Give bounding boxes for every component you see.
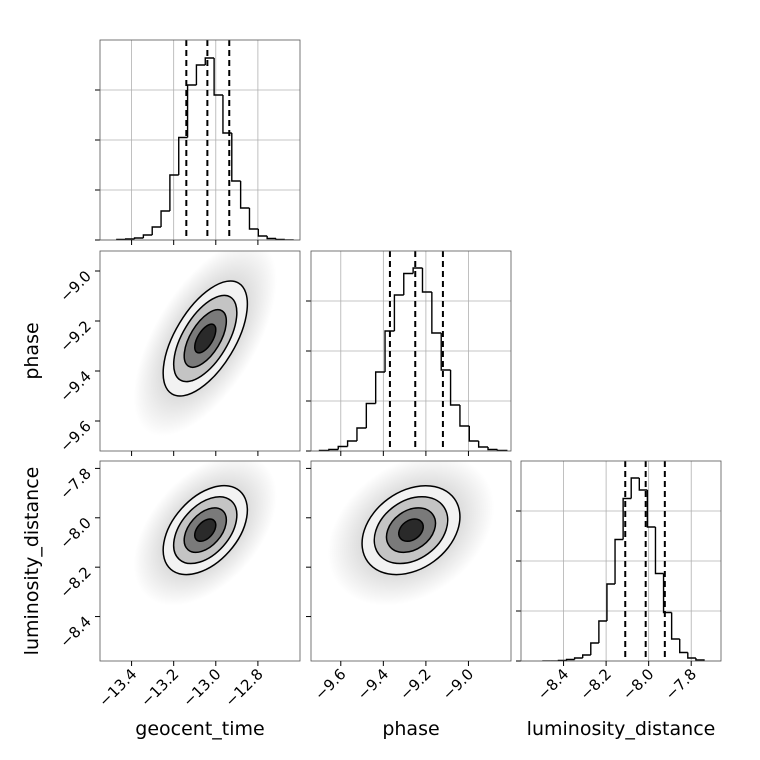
- x-axis-label: geocent_time: [135, 718, 264, 740]
- hist-bin: [487, 447, 498, 451]
- panel-frame: [520, 460, 722, 662]
- hist-bin: [573, 657, 583, 660]
- hist-bin: [328, 448, 339, 451]
- panel-frame: [310, 250, 512, 452]
- hist-bin: [151, 226, 162, 235]
- hist-bin: [477, 441, 489, 448]
- y-tick-label: −9.0: [56, 267, 94, 305]
- hist-bin: [638, 478, 648, 491]
- hist-bin: [346, 440, 357, 447]
- hist-bin: [337, 445, 348, 450]
- hist-bin: [374, 371, 386, 404]
- hist-bin: [266, 236, 276, 240]
- x-tick-label: −9.6: [311, 665, 349, 703]
- x-axis-label: phase: [382, 718, 439, 740]
- x-tick-label: −13.4: [95, 665, 140, 710]
- panel-frame: [99, 460, 301, 662]
- x-tick-label: −7.8: [662, 665, 700, 703]
- hist-bin: [124, 238, 135, 240]
- hist-bin: [160, 210, 170, 227]
- hist-bin: [222, 95, 232, 134]
- hist-bin: [365, 402, 376, 428]
- contour: [193, 518, 217, 542]
- hist-bin: [440, 333, 451, 371]
- x-tick-label: −13.2: [137, 665, 182, 710]
- contour: [398, 518, 424, 542]
- hist-bin: [239, 181, 250, 209]
- hist-bin: [133, 237, 144, 239]
- y-tick-label: −8.4: [56, 613, 94, 651]
- hist-bin: [169, 174, 179, 211]
- y-axis-label: luminosity_distance: [21, 467, 43, 656]
- hist-bin: [646, 490, 656, 528]
- hist-bin: [248, 208, 259, 230]
- hist-bin: [178, 136, 188, 175]
- y-tick-label: −8.0: [56, 514, 94, 552]
- hist-bin: [622, 497, 632, 540]
- hist-bin: [213, 58, 223, 96]
- y-tick-label: −7.8: [56, 465, 94, 503]
- hist-bin: [687, 652, 696, 659]
- density-panel: [133, 251, 277, 437]
- hist-bin: [204, 57, 215, 65]
- hist-bin: [257, 229, 268, 237]
- x-tick-label: −8.2: [576, 665, 614, 703]
- y-tick-label: −9.2: [56, 317, 94, 355]
- panel-frame: [99, 250, 301, 452]
- hist-bin: [590, 642, 599, 655]
- hist-bin: [654, 527, 664, 575]
- panel-frame: [310, 460, 512, 662]
- x-tick-label: −8.4: [534, 665, 572, 703]
- density-panel: [327, 461, 495, 606]
- hist-bin: [384, 330, 395, 372]
- panel-frame: [99, 39, 301, 241]
- hist-bin: [231, 133, 241, 182]
- x-tick-label: −13.0: [179, 665, 224, 710]
- hist-bin: [679, 639, 688, 654]
- y-tick-label: −9.4: [56, 367, 94, 405]
- hist-bin: [582, 654, 591, 658]
- hist-bin: [449, 370, 460, 406]
- y-tick-label: −8.2: [56, 563, 94, 601]
- y-tick-label: −9.6: [56, 417, 94, 455]
- x-tick-label: −9.4: [354, 665, 392, 703]
- hist-bin: [598, 620, 607, 643]
- hist-bin: [412, 267, 423, 274]
- hist-bin: [695, 658, 705, 661]
- y-axis-label: phase: [21, 322, 43, 379]
- hist-bin: [421, 268, 432, 293]
- hist-bin: [186, 84, 197, 138]
- x-tick-label: −12.8: [221, 665, 266, 710]
- density-panel: [133, 461, 277, 606]
- hist-bin: [275, 238, 285, 240]
- x-tick-label: −9.2: [396, 665, 434, 703]
- hist-bin: [670, 612, 680, 640]
- hist-bin: [403, 272, 414, 295]
- hist-bin: [614, 538, 624, 584]
- hist-bin: [459, 405, 470, 427]
- hist-bin: [431, 292, 442, 334]
- x-tick-label: −8.0: [619, 665, 657, 703]
- hist-bin: [606, 583, 616, 621]
- hist-bin: [630, 477, 640, 499]
- x-tick-label: −9.0: [439, 665, 477, 703]
- hist-bin: [468, 426, 479, 442]
- hist-bin: [393, 294, 404, 331]
- x-axis-label: luminosity_distance: [527, 718, 716, 740]
- contour: [193, 323, 217, 354]
- hist-bin: [356, 427, 367, 441]
- hist-bin: [565, 658, 575, 661]
- hist-bin: [142, 234, 153, 238]
- hist-bin: [195, 64, 206, 85]
- hist-bin: [662, 573, 672, 614]
